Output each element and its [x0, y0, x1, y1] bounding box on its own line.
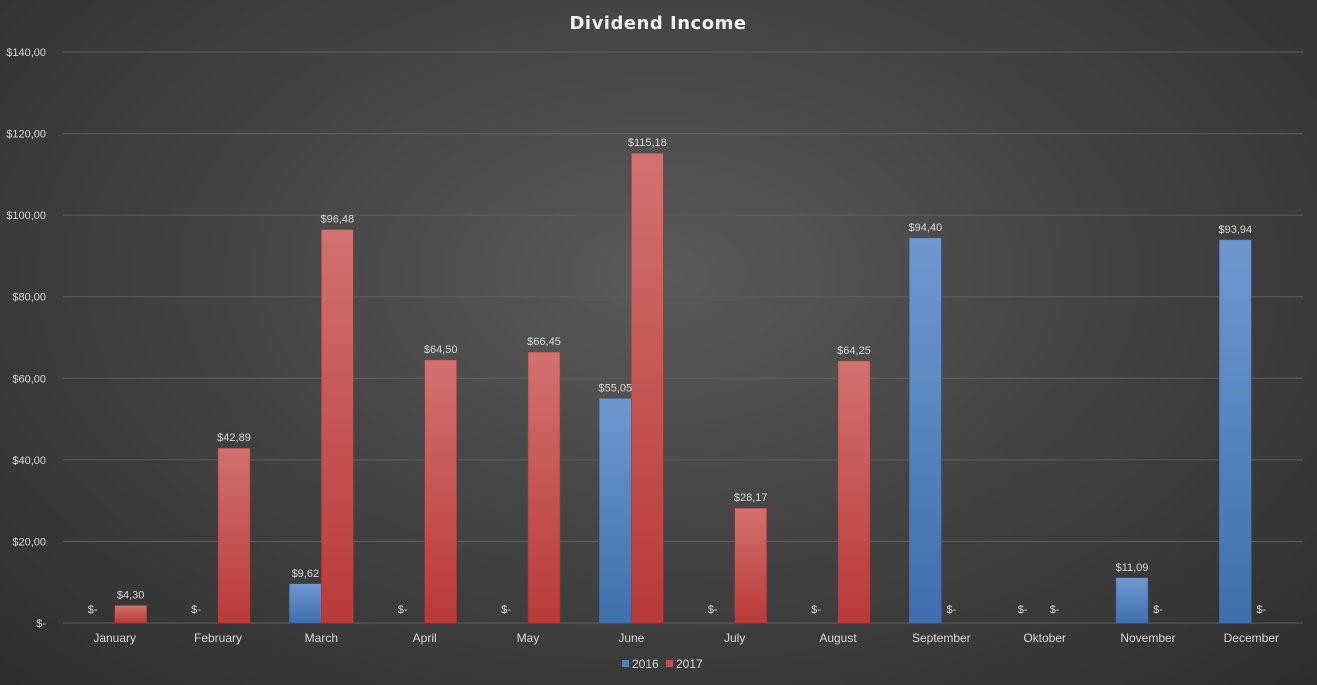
- data-label: $64,50: [424, 344, 458, 356]
- x-tick-label: March: [305, 631, 338, 645]
- x-tick-label: June: [618, 631, 644, 645]
- y-tick-label: $100,00: [6, 210, 46, 222]
- x-tick-label: December: [1224, 631, 1279, 645]
- data-label: $66,45: [527, 336, 561, 348]
- bar-2017-august: [837, 360, 871, 624]
- bar-2017-january: [114, 605, 147, 624]
- x-tick-label: July: [724, 631, 745, 645]
- bar-2017-june: [631, 152, 664, 624]
- data-label: $115,18: [628, 137, 667, 149]
- x-tick-label: August: [819, 631, 857, 645]
- y-tick-label: $80,00: [12, 292, 46, 304]
- bar-2017-may: [527, 351, 561, 624]
- chart-title: Dividend Income: [569, 13, 746, 34]
- y-tick-label: $40,00: [12, 455, 46, 467]
- data-label: $64,25: [837, 345, 871, 357]
- y-axis: $- $20,00 $40,00 $60,00 $80,00 $100,00 $120,00…: [6, 47, 46, 630]
- y-tick-label: $-: [36, 618, 46, 630]
- x-tick-label: September: [912, 631, 971, 645]
- data-label: $-: [501, 604, 511, 616]
- x-tick-label: April: [413, 631, 437, 645]
- x-axis: January February March April May June July Augu…: [93, 631, 1279, 645]
- legend-label-2017: 2017: [676, 657, 703, 671]
- data-label: $94,40: [909, 222, 943, 234]
- data-label: $55,05: [599, 382, 633, 394]
- bar-2016-september: [909, 237, 942, 624]
- data-label: $93,94: [1219, 224, 1253, 236]
- x-tick-label: May: [517, 631, 540, 645]
- x-tick-label: Oktober: [1023, 631, 1066, 645]
- x-tick-label: January: [93, 631, 136, 645]
- data-label: $-: [1153, 604, 1163, 616]
- y-tick-label: $140,00: [6, 47, 46, 59]
- data-label: $-: [708, 604, 718, 616]
- x-tick-label: November: [1120, 631, 1175, 645]
- bar-2016-december: [1219, 239, 1252, 624]
- bar-2017-february: [217, 447, 251, 624]
- data-label: $-: [191, 604, 201, 616]
- legend: 2016 2017: [622, 657, 703, 671]
- bar-2017-july: [734, 507, 767, 624]
- y-tick-label: $120,00: [6, 129, 46, 141]
- data-label: $42,89: [217, 432, 251, 444]
- data-label: $-: [88, 604, 98, 616]
- data-label: $28,17: [734, 492, 768, 504]
- data-label: $-: [1050, 604, 1060, 616]
- data-label: $4,30: [117, 589, 145, 601]
- legend-swatch-2016: [622, 660, 629, 667]
- y-tick-label: $60,00: [12, 373, 46, 385]
- gridlines: [63, 51, 1303, 624]
- bar-2016-march: [289, 583, 322, 624]
- data-label: $-: [811, 604, 821, 616]
- data-label: $9,62: [292, 568, 320, 580]
- y-tick-label: $20,00: [12, 536, 46, 548]
- data-label: $11,09: [1116, 562, 1149, 574]
- x-tick-label: February: [194, 631, 242, 645]
- bar-2016-november: [1115, 577, 1149, 624]
- data-label: $-: [1256, 604, 1266, 616]
- legend-label-2016: 2016: [632, 657, 659, 671]
- bar-2016-june: [599, 398, 632, 624]
- data-label: $-: [398, 604, 408, 616]
- bar-2017-april: [424, 359, 457, 624]
- bar-2017-march: [321, 229, 354, 624]
- legend-swatch-2017: [666, 660, 673, 667]
- data-labels: $- $4,30 $- $42,89 $9,62 $96,48 $- $64,50 $- $66,…: [88, 137, 1267, 616]
- data-label: $-: [1018, 604, 1028, 616]
- data-label: $96,48: [321, 213, 355, 225]
- data-label: $-: [946, 604, 956, 616]
- bars: [114, 152, 1252, 624]
